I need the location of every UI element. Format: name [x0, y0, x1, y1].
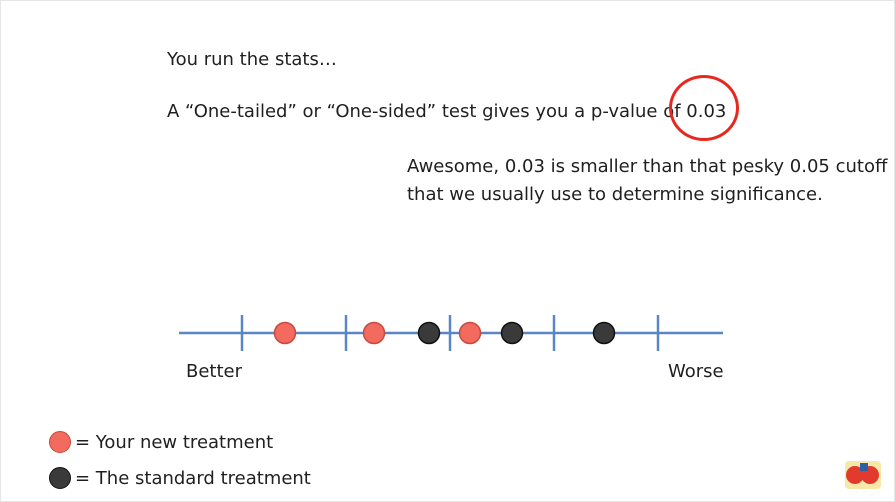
legend-new-treatment: = Your new treatment [49, 429, 273, 455]
one-tailed-statement: A “One-tailed” or “One-sided” test gives… [167, 101, 727, 122]
better-label: Better [186, 361, 243, 382]
legend-standard-label: = The standard treatment [75, 467, 311, 489]
ranking-axis [179, 315, 723, 351]
worse-label: Worse [668, 361, 724, 382]
legend-new-label: = Your new treatment [75, 431, 274, 453]
comment-line-1: Awesome, 0.03 is smaller than that pesky… [407, 156, 888, 177]
new-treatment-point [362, 321, 386, 345]
new-treatment-dot [49, 431, 71, 453]
standard-treatment-point [592, 321, 616, 345]
p-value-highlight-circle [669, 75, 739, 141]
comment-line-2: that we usually use to determine signifi… [407, 184, 823, 205]
standard-treatment-point [500, 321, 524, 345]
new-treatment-point [458, 321, 482, 345]
new-treatment-point [273, 321, 297, 345]
standard-treatment-dot [49, 467, 71, 489]
standard-treatment-point [417, 321, 441, 345]
intro-text: You run the stats… [167, 49, 337, 70]
statquest-logo-icon [845, 461, 881, 489]
legend-standard-treatment: = The standard treatment [49, 465, 311, 491]
